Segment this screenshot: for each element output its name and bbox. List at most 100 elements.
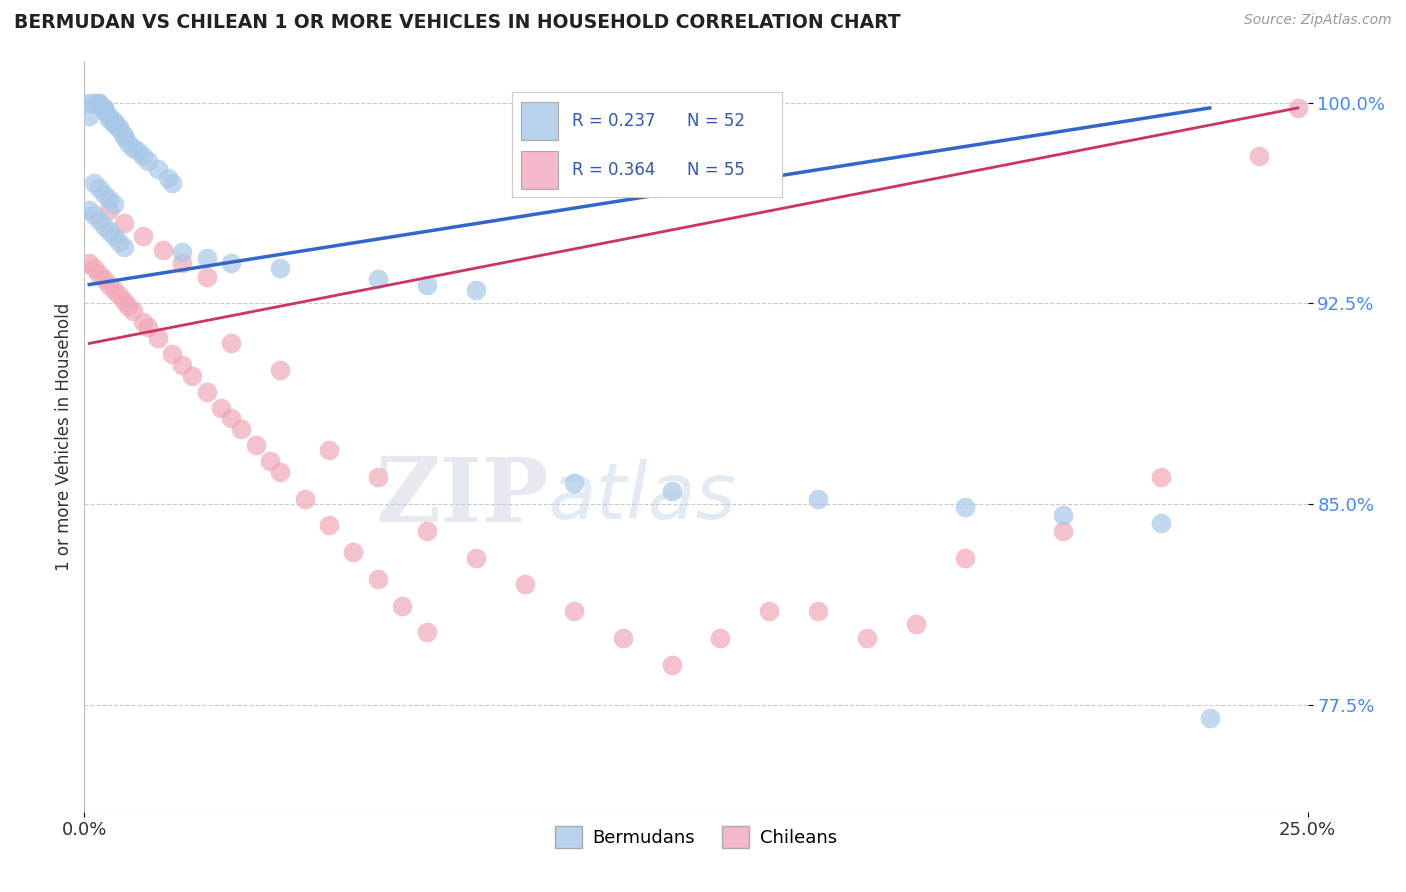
- Point: [83, 176, 105, 190]
- Point: [97, 109, 120, 123]
- Point: [93, 101, 115, 115]
- Point: [612, 631, 634, 645]
- Point: [107, 288, 129, 302]
- Point: [229, 422, 252, 436]
- Point: [1247, 149, 1270, 163]
- Point: [269, 465, 291, 479]
- Point: [269, 261, 291, 276]
- Point: [112, 128, 135, 142]
- Point: [107, 120, 129, 134]
- Point: [464, 550, 486, 565]
- Point: [562, 604, 585, 618]
- Point: [195, 384, 218, 399]
- Point: [172, 256, 194, 270]
- Point: [1286, 101, 1309, 115]
- Point: [132, 315, 155, 329]
- Point: [77, 109, 100, 123]
- Point: [103, 229, 125, 244]
- Point: [953, 500, 976, 514]
- Point: [122, 304, 145, 318]
- Point: [87, 95, 110, 110]
- Point: [112, 293, 135, 308]
- Point: [83, 208, 105, 222]
- Point: [132, 149, 155, 163]
- Point: [219, 411, 242, 425]
- Point: [294, 491, 316, 506]
- Point: [93, 272, 115, 286]
- Point: [1150, 516, 1173, 530]
- Point: [117, 299, 139, 313]
- Point: [195, 251, 218, 265]
- Point: [416, 524, 439, 538]
- Point: [112, 130, 135, 145]
- Point: [953, 550, 976, 565]
- Point: [93, 186, 115, 201]
- Point: [209, 401, 232, 415]
- Point: [97, 277, 120, 292]
- Point: [112, 240, 135, 254]
- Point: [416, 625, 439, 640]
- Point: [152, 243, 174, 257]
- Point: [172, 245, 194, 260]
- Point: [1052, 508, 1074, 522]
- Point: [1052, 524, 1074, 538]
- Point: [103, 197, 125, 211]
- Point: [156, 170, 179, 185]
- Point: [146, 331, 169, 345]
- Point: [367, 572, 389, 586]
- Point: [181, 368, 204, 383]
- Point: [112, 216, 135, 230]
- Point: [117, 136, 139, 150]
- Point: [661, 657, 683, 672]
- Point: [107, 235, 129, 249]
- Point: [1150, 470, 1173, 484]
- Point: [132, 229, 155, 244]
- Point: [97, 224, 120, 238]
- Point: [318, 443, 340, 458]
- Point: [146, 162, 169, 177]
- Point: [87, 181, 110, 195]
- Point: [367, 272, 389, 286]
- Point: [83, 261, 105, 276]
- Text: BERMUDAN VS CHILEAN 1 OR MORE VEHICLES IN HOUSEHOLD CORRELATION CHART: BERMUDAN VS CHILEAN 1 OR MORE VEHICLES I…: [14, 13, 901, 32]
- Legend: Bermudans, Chileans: Bermudans, Chileans: [547, 819, 845, 855]
- Point: [562, 475, 585, 490]
- Text: ZIP: ZIP: [375, 453, 550, 541]
- Point: [342, 545, 364, 559]
- Text: Source: ZipAtlas.com: Source: ZipAtlas.com: [1244, 13, 1392, 28]
- Point: [87, 267, 110, 281]
- Point: [77, 256, 100, 270]
- Point: [245, 438, 267, 452]
- Point: [709, 631, 731, 645]
- Point: [219, 256, 242, 270]
- Point: [367, 470, 389, 484]
- Point: [103, 117, 125, 131]
- Point: [136, 154, 159, 169]
- Point: [97, 202, 120, 217]
- Point: [513, 577, 536, 591]
- Point: [122, 141, 145, 155]
- Point: [416, 277, 439, 292]
- Point: [93, 101, 115, 115]
- Point: [87, 95, 110, 110]
- Point: [391, 599, 413, 613]
- Point: [758, 604, 780, 618]
- Point: [162, 347, 184, 361]
- Point: [162, 176, 184, 190]
- Point: [107, 122, 129, 136]
- Point: [77, 95, 100, 110]
- Point: [195, 269, 218, 284]
- Point: [807, 604, 830, 618]
- Point: [172, 358, 194, 372]
- Point: [1198, 711, 1220, 725]
- Point: [269, 363, 291, 377]
- Point: [464, 283, 486, 297]
- Point: [93, 219, 115, 233]
- Point: [856, 631, 879, 645]
- Point: [219, 336, 242, 351]
- Point: [87, 213, 110, 227]
- Point: [259, 454, 281, 468]
- Point: [103, 114, 125, 128]
- Point: [93, 103, 115, 118]
- Point: [83, 95, 105, 110]
